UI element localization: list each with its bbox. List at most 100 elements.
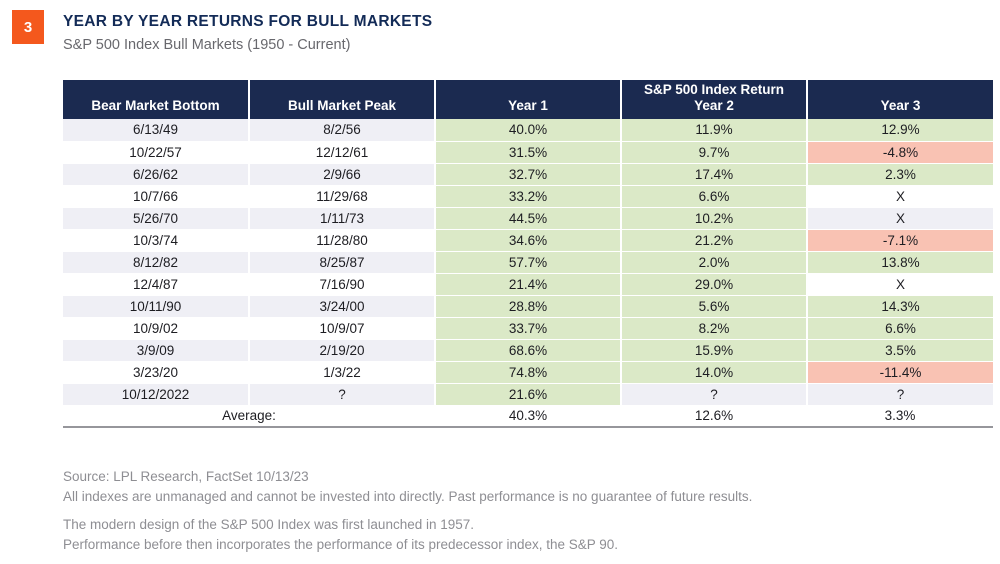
table-row: 3/9/09 2/19/20 68.6% 15.9% 3.5%: [63, 339, 993, 362]
column-header: Year 3: [806, 80, 993, 119]
table-cell: 11.9%: [620, 119, 807, 142]
average-value: 3.3%: [807, 404, 993, 428]
table-cell: 13.8%: [806, 251, 993, 274]
table-cell: 3/23/20: [63, 361, 249, 384]
table-row: 10/9/02 10/9/07 33.7% 8.2% 6.6%: [63, 317, 993, 340]
table-cell: 32.7%: [434, 163, 621, 186]
table-cell: 5.6%: [620, 295, 807, 318]
table-row: 6/26/62 2/9/66 32.7% 17.4% 2.3%: [63, 163, 993, 186]
table-cell: 9.7%: [620, 141, 807, 164]
table-cell: 21.2%: [620, 229, 807, 252]
returns-table: Bear Market Bottom Bull Market Peak Year 1…: [63, 80, 993, 428]
page-subtitle: S&P 500 Index Bull Markets (1950 - Curre…: [63, 37, 351, 53]
table-cell: 8/25/87: [248, 251, 435, 274]
table-cell: 2/19/20: [248, 339, 435, 362]
table-cell: 28.8%: [434, 295, 621, 318]
table-cell: -4.8%: [806, 141, 993, 164]
table-cell: 10/11/90: [63, 295, 249, 318]
table-cell: ?: [248, 383, 435, 406]
table-cell: 44.5%: [434, 207, 621, 230]
table-cell: 5/26/70: [63, 207, 249, 230]
table-cell: 8.2%: [620, 317, 807, 340]
table-cell: 10/7/66: [63, 185, 249, 208]
table-cell: 57.7%: [434, 251, 621, 274]
table-cell: 10.2%: [620, 207, 807, 230]
source-note: Source: LPL Research, FactSet 10/13/23: [63, 469, 309, 484]
table-cell: -11.4%: [806, 361, 993, 384]
page-title: YEAR BY YEAR RETURNS FOR BULL MARKETS: [63, 13, 433, 30]
table-cell: 11/29/68: [248, 185, 435, 208]
header: YEAR BY YEAR RETURNS FOR BULL MARKETS S&…: [63, 13, 432, 53]
table-cell: ?: [806, 383, 993, 406]
table-cell: 2/9/66: [248, 163, 435, 186]
table-cell: X: [806, 185, 993, 208]
table-cell: 21.4%: [434, 273, 621, 296]
table-row: 3/23/20 1/3/22 74.8% 14.0% -11.4%: [63, 361, 993, 384]
table-cell: 74.8%: [434, 361, 621, 384]
table-cell: ?: [620, 383, 807, 406]
table-cell: X: [806, 273, 993, 296]
table-cell: 10/9/07: [248, 317, 435, 340]
table-cell: 1/11/73: [248, 207, 435, 230]
table-cell: 6/13/49: [63, 119, 249, 142]
table-cell: 68.6%: [434, 339, 621, 362]
column-header: Bear Market Bottom: [63, 80, 249, 119]
returns-table-head-row: Bear Market Bottom Bull Market Peak Year 1…: [63, 80, 993, 119]
table-cell: 10/3/74: [63, 229, 249, 252]
average-value: 40.3%: [435, 404, 621, 428]
average-value: 12.6%: [621, 404, 807, 428]
table-cell: 10/22/57: [63, 141, 249, 164]
table-row: 10/11/90 3/24/00 28.8% 5.6% 14.3%: [63, 295, 993, 318]
table-row: 10/3/74 11/28/80 34.6% 21.2% -7.1%: [63, 229, 993, 252]
table-row: 8/12/82 8/25/87 57.7% 2.0% 13.8%: [63, 251, 993, 274]
table-cell: 14.3%: [806, 295, 993, 318]
table-cell: 6.6%: [620, 185, 807, 208]
table-cell: 7/16/90: [248, 273, 435, 296]
returns-table-body: 6/13/49 8/2/56 40.0% 11.9% 12.9% 10/22/57 12/1…: [63, 119, 993, 428]
table-cell: 12.9%: [806, 119, 993, 142]
table-cell: 6/26/62: [63, 163, 249, 186]
table-cell: 10/9/02: [63, 317, 249, 340]
table-cell: 8/2/56: [248, 119, 435, 142]
table-cell: 33.7%: [434, 317, 621, 340]
table-cell: 3.5%: [806, 339, 993, 362]
table-row: 12/4/87 7/16/90 21.4% 29.0% X: [63, 273, 993, 296]
table-cell: 14.0%: [620, 361, 807, 384]
table-cell: 29.0%: [620, 273, 807, 296]
table-cell: 3/9/09: [63, 339, 249, 362]
table-cell: 6.6%: [806, 317, 993, 340]
disclaimer-note: All indexes are unmanaged and cannot be …: [63, 489, 753, 504]
figure-number-badge: 3: [12, 10, 44, 44]
table-cell: -7.1%: [806, 229, 993, 252]
column-header: Bull Market Peak: [248, 80, 435, 119]
table-cell: 2.0%: [620, 251, 807, 274]
table-cell: X: [806, 207, 993, 230]
table-cell: 34.6%: [434, 229, 621, 252]
index-history-note: The modern design of the S&P 500 Index w…: [63, 517, 475, 532]
table-cell: 3/24/00: [248, 295, 435, 318]
table-cell: 8/12/82: [63, 251, 249, 274]
figure-number: 3: [23, 18, 33, 36]
table-row: 10/12/2022? 21.6%??: [63, 383, 993, 406]
table-cell: 33.2%: [434, 185, 621, 208]
table-cell: 2.3%: [806, 163, 993, 186]
table-row: 6/13/49 8/2/56 40.0% 11.9% 12.9%: [63, 119, 993, 142]
table-cell: 31.5%: [434, 141, 621, 164]
column-header: S&P 500 Index Return Year 2: [620, 80, 807, 119]
footnotes: Source: LPL Research, FactSet 10/13/23 A…: [63, 467, 752, 555]
average-row: Average: 40.3% 12.6% 3.3%: [63, 404, 993, 428]
table-cell: 10/12/2022: [63, 383, 249, 406]
table-cell: 21.6%: [434, 383, 621, 406]
table-cell: 12/4/87: [63, 273, 249, 296]
table-cell: 17.4%: [620, 163, 807, 186]
average-label: Average:: [63, 404, 435, 428]
column-header: Year 1: [434, 80, 621, 119]
table-cell: 11/28/80: [248, 229, 435, 252]
predecessor-note: Performance before then incorporates the…: [63, 537, 619, 552]
table-cell: 40.0%: [434, 119, 621, 142]
table-row: 10/22/57 12/12/61 31.5% 9.7% -4.8%: [63, 141, 993, 164]
table-cell: 1/3/22: [248, 361, 435, 384]
table-row: 10/7/66 11/29/68 33.2% 6.6% X: [63, 185, 993, 208]
table-row: 5/26/70 1/11/73 44.5% 10.2% X: [63, 207, 993, 230]
